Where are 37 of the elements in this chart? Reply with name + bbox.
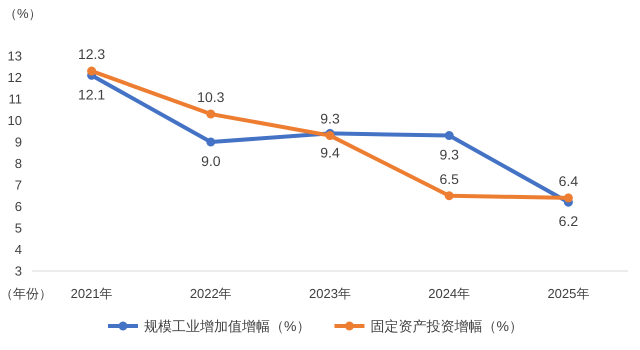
data-label: 6.2 xyxy=(558,213,578,230)
data-label: 9.3 xyxy=(320,110,340,127)
x-tick-label: 2023年 xyxy=(309,286,351,301)
y-tick-label: 4 xyxy=(14,242,22,257)
x-tick-label: 2021年 xyxy=(70,286,113,301)
point xyxy=(564,193,573,202)
y-tick-label: 6 xyxy=(14,199,22,214)
y-axis-title: （%） xyxy=(4,6,42,21)
y-tick-label: 5 xyxy=(14,220,22,236)
y-tick-label: 8 xyxy=(14,156,22,171)
data-label: 9.4 xyxy=(320,144,340,160)
data-label: 6.5 xyxy=(439,170,460,187)
point xyxy=(444,131,454,140)
x-tick-label: 2024年 xyxy=(428,286,470,301)
x-axis-title: （年份） xyxy=(0,286,52,301)
data-label: 9.3 xyxy=(439,146,460,163)
data-label: 9.0 xyxy=(201,153,221,169)
y-tick-label: 10 xyxy=(8,113,22,128)
point xyxy=(87,66,96,76)
data-label: 6.4 xyxy=(558,172,578,189)
y-tick-label: 7 xyxy=(14,178,22,192)
point xyxy=(206,138,216,146)
legend-label: 固定资产投资增幅（%） xyxy=(370,318,523,334)
point xyxy=(444,191,454,200)
y-tick-label: 11 xyxy=(8,92,22,106)
x-tick-label: 2022年 xyxy=(190,286,232,301)
data-label: 12.3 xyxy=(78,46,106,62)
y-tick-label: 12 xyxy=(8,70,22,85)
point xyxy=(206,110,216,119)
point xyxy=(326,131,334,140)
legend-label: 规模工业增加值增幅（%） xyxy=(144,318,310,334)
x-tick-label: 2025年 xyxy=(547,286,590,301)
data-label: 12.1 xyxy=(78,86,106,102)
y-tick-label: 13 xyxy=(8,48,22,64)
data-label: 10.3 xyxy=(197,89,225,106)
y-tick-label: 3 xyxy=(14,264,22,278)
y-tick-label: 9 xyxy=(14,134,22,150)
